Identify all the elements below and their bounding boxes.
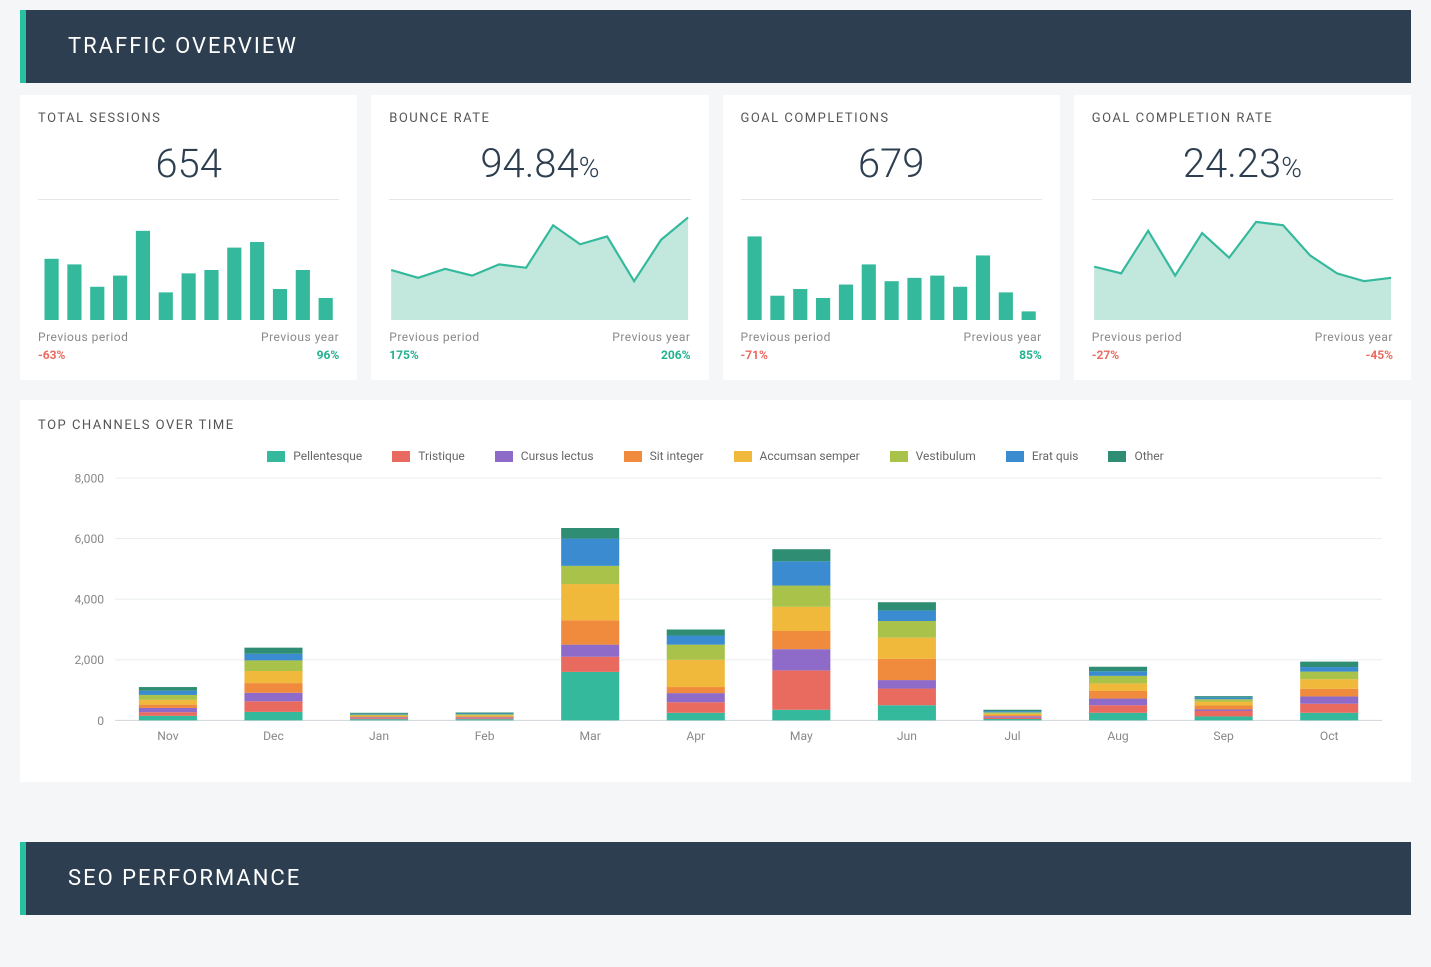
- legend-label: Vestibulum: [916, 449, 976, 463]
- kpi-comparison: Previous period 175% Previous year 206%: [389, 330, 690, 362]
- comparison-label: Previous year: [261, 330, 339, 344]
- prev-year: Previous year 206%: [612, 330, 690, 362]
- legend-item: Cursus lectus: [495, 449, 594, 463]
- svg-text:6,000: 6,000: [74, 532, 104, 546]
- legend-swatch: [734, 451, 752, 462]
- section-title: TRAFFIC OVERVIEW: [68, 34, 298, 59]
- prev-period: Previous period -27%: [1092, 330, 1182, 362]
- svg-text:Nov: Nov: [157, 730, 178, 744]
- legend-label: Sit integer: [650, 449, 704, 463]
- comparison-label: Previous year: [1315, 330, 1393, 344]
- svg-text:0: 0: [97, 714, 104, 728]
- svg-text:8,000: 8,000: [74, 472, 104, 486]
- comparison-label: Previous period: [741, 330, 831, 344]
- channels-legend: Pellentesque Tristique Cursus lectus Sit in…: [38, 449, 1393, 463]
- svg-text:May: May: [790, 730, 813, 744]
- legend-label: Tristique: [418, 449, 465, 463]
- comparison-value: -45%: [1315, 348, 1393, 362]
- svg-text:Dec: Dec: [263, 730, 284, 744]
- kpi-comparison: Previous period -71% Previous year 85%: [741, 330, 1042, 362]
- kpi-value: 94.84%: [389, 140, 690, 187]
- legend-swatch: [624, 451, 642, 462]
- legend-item: Accumsan semper: [734, 449, 860, 463]
- kpi-value: 654: [38, 140, 339, 187]
- prev-year: Previous year -45%: [1315, 330, 1393, 362]
- kpi-title: GOAL COMPLETIONS: [741, 111, 1042, 126]
- svg-text:Apr: Apr: [686, 730, 705, 744]
- legend-item: Erat quis: [1006, 449, 1079, 463]
- legend-label: Cursus lectus: [521, 449, 594, 463]
- kpi-title: BOUNCE RATE: [389, 111, 690, 126]
- svg-text:Jan: Jan: [369, 730, 389, 744]
- legend-item: Other: [1108, 449, 1163, 463]
- kpi-row: TOTAL SESSIONS654Previous period-63%Prev…: [20, 95, 1411, 380]
- svg-text:Aug: Aug: [1107, 730, 1128, 744]
- svg-text:Mar: Mar: [580, 730, 601, 744]
- kpi-card: TOTAL SESSIONS654Previous period-63%Prev…: [20, 95, 357, 380]
- svg-text:4,000: 4,000: [74, 593, 104, 607]
- section-title: SEO PERFORMANCE: [68, 866, 301, 891]
- legend-label: Accumsan semper: [760, 449, 860, 463]
- comparison-label: Previous year: [964, 330, 1042, 344]
- comparison-label: Previous period: [38, 330, 128, 344]
- legend-swatch: [392, 451, 410, 462]
- legend-label: Pellentesque: [293, 449, 362, 463]
- svg-text:Sep: Sep: [1213, 730, 1234, 744]
- prev-year: Previous year 85%: [964, 330, 1042, 362]
- kpi-card: BOUNCE RATE94.84%Previous period175%Prev…: [371, 95, 708, 380]
- comparison-label: Previous year: [612, 330, 690, 344]
- svg-text:Jul: Jul: [1004, 730, 1020, 744]
- legend-swatch: [1108, 451, 1126, 462]
- divider: [389, 199, 690, 200]
- legend-swatch: [1006, 451, 1024, 462]
- legend-swatch: [495, 451, 513, 462]
- comparison-value: 96%: [261, 348, 339, 362]
- kpi-value: 679: [741, 140, 1042, 187]
- divider: [741, 199, 1042, 200]
- comparison-value: -63%: [38, 348, 128, 362]
- kpi-comparison: Previous period -27% Previous year -45%: [1092, 330, 1393, 362]
- legend-swatch: [267, 451, 285, 462]
- kpi-title: GOAL COMPLETION RATE: [1092, 111, 1393, 126]
- comparison-value: 175%: [389, 348, 479, 362]
- kpi-value: 24.23%: [1092, 140, 1393, 187]
- top-channels-panel: TOP CHANNELS OVER TIME Pellentesque Trist…: [20, 400, 1411, 781]
- legend-item: Tristique: [392, 449, 465, 463]
- prev-year: Previous year 96%: [261, 330, 339, 362]
- comparison-value: -71%: [741, 348, 831, 362]
- legend-item: Vestibulum: [890, 449, 976, 463]
- legend-swatch: [890, 451, 908, 462]
- divider: [38, 199, 339, 200]
- kpi-bar-chart: [38, 202, 339, 320]
- prev-period: Previous period -63%: [38, 330, 128, 362]
- legend-item: Sit integer: [624, 449, 704, 463]
- kpi-card: GOAL COMPLETION RATE 24.23% Previous perio…: [1074, 95, 1411, 380]
- kpi-area-chart: [389, 202, 690, 320]
- prev-period: Previous period -71%: [741, 330, 831, 362]
- divider: [1092, 199, 1393, 200]
- comparison-label: Previous period: [1092, 330, 1182, 344]
- comparison-value: -27%: [1092, 348, 1182, 362]
- comparison-value: 85%: [964, 348, 1042, 362]
- svg-text:Feb: Feb: [475, 730, 495, 744]
- svg-text:2,000: 2,000: [74, 654, 104, 668]
- kpi-bar-chart: [741, 202, 1042, 320]
- section-banner-seo: SEO PERFORMANCE: [20, 842, 1411, 915]
- svg-text:Jun: Jun: [897, 730, 917, 744]
- section-banner-traffic: TRAFFIC OVERVIEW: [20, 10, 1411, 83]
- legend-label: Erat quis: [1032, 449, 1079, 463]
- legend-label: Other: [1134, 449, 1163, 463]
- kpi-card: GOAL COMPLETIONS679Previous period-71%Pr…: [723, 95, 1060, 380]
- kpi-area-chart: [1092, 202, 1393, 320]
- svg-text:Oct: Oct: [1320, 730, 1339, 744]
- legend-item: Pellentesque: [267, 449, 362, 463]
- channels-chart: 0 2,000 4,000 6,000 8,000 Nov Dec Jan Feb Mar Apr M…: [38, 467, 1393, 753]
- kpi-title: TOTAL SESSIONS: [38, 111, 339, 126]
- panel-title: TOP CHANNELS OVER TIME: [38, 418, 1393, 433]
- prev-period: Previous period 175%: [389, 330, 479, 362]
- comparison-label: Previous period: [389, 330, 479, 344]
- comparison-value: 206%: [612, 348, 690, 362]
- kpi-comparison: Previous period -63% Previous year 96%: [38, 330, 339, 362]
